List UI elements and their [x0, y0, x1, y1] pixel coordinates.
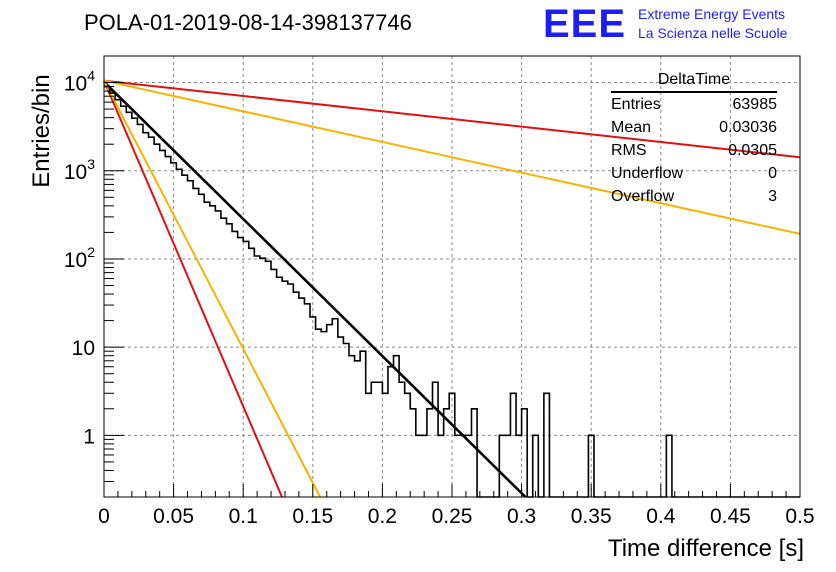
y-tick-base: 10 — [64, 161, 87, 184]
stats-label: Overflow — [611, 188, 675, 205]
logo-mark: EEE — [543, 2, 627, 46]
x-tick-labels: 0 0.05 0.1 0.15 0.2 0.25 0.3 0.35 0.4 0.45 0.5 — [98, 505, 814, 528]
stats-label: Entries — [611, 96, 661, 113]
fit-curve — [103, 80, 283, 498]
y-tick-exponent: 3 — [87, 156, 95, 172]
x-tick-label: 0.1 — [229, 505, 258, 528]
y-axis-label: Entries/bin — [28, 74, 55, 188]
y-tick-label: 10 — [72, 337, 95, 360]
y-tick-base: 10 — [72, 337, 95, 360]
y-tick-base: 10 — [64, 249, 87, 272]
x-tick-label: 0.25 — [432, 505, 473, 528]
x-tick-label: 0.3 — [507, 505, 536, 528]
logo-line-1: Extreme Energy Events — [638, 6, 786, 22]
y-tick-base: 10 — [64, 73, 87, 96]
x-tick-label: 0.4 — [646, 505, 676, 528]
stats-title: DeltaTime — [611, 70, 777, 93]
eee-logo: EEE Extreme Energy Events La Scienza nel… — [543, 2, 787, 46]
x-axis-label: Time difference [s] — [607, 535, 804, 562]
stats-label: Mean — [611, 119, 652, 136]
stats-value: 0.0305 — [728, 142, 777, 159]
plot-title: POLA-01-2019-08-14-398137746 — [84, 10, 412, 35]
y-tick-exponent: 2 — [87, 244, 95, 260]
x-tick-label: 0.45 — [710, 505, 751, 528]
x-tick-label: 0.05 — [153, 505, 194, 528]
stats-label: RMS — [611, 142, 647, 159]
stats-label: Underflow — [611, 165, 684, 182]
x-tick-label: 0.15 — [292, 505, 333, 528]
stats-box: DeltaTime Entries 63985 Mean 0.03036 RMS… — [611, 70, 777, 208]
x-tick-label: 0 — [98, 505, 110, 528]
y-tick-label: 102 — [64, 244, 95, 272]
y-tick-exponent: 4 — [87, 68, 95, 84]
logo-line-2: La Scienza nelle Scuole — [638, 25, 788, 41]
stats-value: 63985 — [732, 96, 778, 113]
x-tick-label: 0.2 — [368, 505, 397, 528]
y-tick-label: 1 — [83, 425, 95, 448]
fit-curve — [103, 80, 322, 498]
stats-value: 0 — [768, 165, 777, 182]
stats-row-overflow: Overflow 3 — [611, 185, 777, 208]
grid-lines — [104, 56, 800, 497]
x-tick-label: 0.5 — [785, 505, 814, 528]
stats-value: 0.03036 — [719, 119, 777, 136]
stats-value: 3 — [768, 188, 777, 205]
fit-curve — [103, 79, 801, 235]
axis-ticks — [103, 55, 801, 498]
y-tick-base: 1 — [83, 425, 95, 448]
stats-row-underflow: Underflow 0 — [611, 162, 777, 185]
x-tick-label: 0.35 — [571, 505, 612, 528]
stats-row-mean: Mean 0.03036 — [611, 116, 777, 139]
y-tick-label: 103 — [64, 156, 95, 184]
fit-curve — [103, 79, 801, 159]
stats-row-rms: RMS 0.0305 — [611, 139, 777, 162]
stats-row-entries: Entries 63985 — [611, 93, 777, 116]
y-tick-label: 104 — [64, 68, 95, 96]
